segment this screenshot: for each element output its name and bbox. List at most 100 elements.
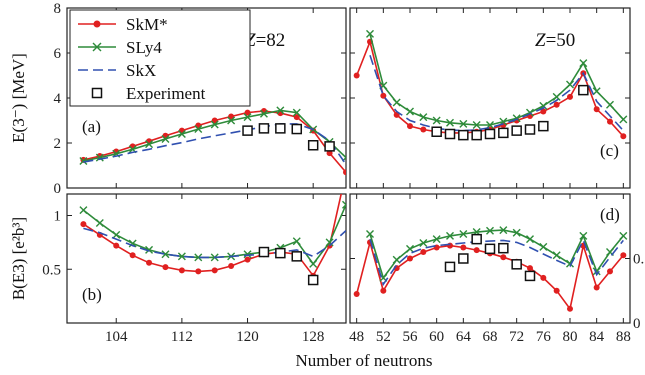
- point-sly4: [161, 250, 170, 259]
- point-skm: [380, 287, 387, 294]
- legend-marker-experiment: [91, 87, 103, 99]
- point-experiment: [291, 251, 303, 262]
- point-skm: [407, 255, 413, 262]
- x-tick-label: 76: [536, 329, 552, 345]
- x-tick-label: 128: [302, 329, 325, 345]
- point-skm: [607, 268, 613, 275]
- point-experiment: [275, 123, 286, 134]
- point-sly4: [392, 98, 401, 107]
- point-sly4: [432, 116, 441, 125]
- point-sly4: [128, 239, 137, 248]
- point-sly4: [276, 106, 285, 115]
- point-experiment: [458, 129, 469, 141]
- point-skm: [380, 92, 387, 99]
- annotation-value: =82: [256, 30, 286, 51]
- point-skm: [540, 108, 547, 115]
- legend-label-experiment: Experiment: [126, 84, 206, 103]
- point-experiment: [578, 84, 589, 96]
- point-skm: [353, 290, 360, 297]
- point-skm: [113, 242, 120, 249]
- point-sly4: [406, 244, 414, 253]
- point-sly4: [161, 134, 170, 143]
- series-line-sly4: [369, 229, 624, 280]
- y-axis-label: E(3⁻) [MeV]: [9, 53, 28, 143]
- y-tick-label: 0: [54, 181, 62, 197]
- point-sly4: [309, 259, 318, 268]
- point-experiment: [242, 125, 253, 136]
- point-experiment: [471, 129, 482, 141]
- point-sly4: [145, 140, 154, 149]
- point-experiment: [307, 274, 319, 286]
- panel-tag: (d): [600, 205, 620, 224]
- point-skm: [178, 267, 185, 274]
- x-tick-label: 72: [509, 329, 524, 345]
- series-line-skx: [83, 123, 346, 165]
- point-skm: [244, 109, 251, 116]
- series-line-skx: [369, 55, 624, 132]
- point-skm: [500, 254, 507, 261]
- panel-tag: (c): [600, 141, 619, 160]
- y-axis-label: B(E3) [e²b³]: [9, 217, 28, 300]
- x-tick-label: 88: [616, 329, 631, 345]
- point-skm: [620, 252, 627, 259]
- x-tick-label: 48: [349, 329, 364, 345]
- y-tick-label: 0.5: [42, 262, 61, 278]
- panel-d: 48 52 56 60 64 68 72 76 80 84 880 0.1 (d): [349, 193, 645, 345]
- point-sly4: [112, 230, 121, 239]
- point-sly4: [95, 153, 104, 162]
- x-tick-label: 120: [236, 329, 259, 345]
- series-line-skx: [83, 227, 346, 259]
- point-skm: [162, 264, 169, 271]
- point-sly4: [619, 231, 628, 240]
- point-experiment: [307, 140, 319, 151]
- point-sly4: [419, 113, 428, 122]
- point-sly4: [446, 231, 454, 240]
- point-skm: [228, 113, 235, 120]
- point-experiment: [524, 270, 536, 282]
- y-tick-label: 8: [54, 1, 62, 17]
- point-skm: [567, 93, 573, 100]
- point-sly4: [79, 206, 88, 215]
- point-skm: [353, 72, 360, 79]
- point-sly4: [606, 248, 614, 257]
- point-skm: [460, 244, 467, 251]
- legend-marker-sly4: [92, 42, 102, 52]
- point-sly4: [292, 108, 301, 117]
- point-experiment: [498, 242, 509, 254]
- point-sly4: [606, 100, 614, 109]
- point-sly4: [459, 229, 468, 238]
- series-line-sly4: [369, 33, 624, 126]
- point-experiment: [431, 126, 442, 137]
- point-skm: [420, 249, 427, 256]
- series-line-skx: [369, 238, 624, 287]
- legend-label-skx: SkX: [126, 61, 156, 80]
- x-tick-label: 64: [456, 329, 472, 345]
- legend-label-sly4: SLy4: [126, 38, 162, 57]
- point-skm: [620, 133, 627, 140]
- point-sly4: [592, 87, 601, 96]
- point-sly4: [459, 119, 468, 128]
- point-skm: [420, 126, 427, 133]
- point-sly4: [472, 121, 481, 129]
- point-sly4: [128, 145, 137, 154]
- point-sly4: [366, 229, 374, 238]
- panel-b: 104 112 120 128 0.5 1 (b) B(E3) [e²b³]: [9, 193, 347, 345]
- annotation-symbol: Z: [535, 30, 546, 51]
- point-skm: [80, 221, 87, 228]
- point-sly4: [79, 157, 88, 165]
- point-sly4: [342, 203, 346, 209]
- point-skm: [540, 274, 547, 281]
- point-skm: [593, 284, 600, 291]
- point-sly4: [539, 242, 548, 251]
- point-skm: [146, 259, 153, 266]
- point-experiment: [444, 128, 456, 140]
- panel-annotation: Z=50: [535, 30, 575, 51]
- right-y-tick-label: 0: [633, 316, 641, 332]
- point-skm: [567, 305, 573, 312]
- point-skm: [293, 114, 300, 121]
- point-experiment: [324, 141, 335, 152]
- y-tick-label: 2: [54, 136, 62, 152]
- panel-tag: (a): [82, 117, 101, 136]
- point-experiment: [484, 128, 496, 140]
